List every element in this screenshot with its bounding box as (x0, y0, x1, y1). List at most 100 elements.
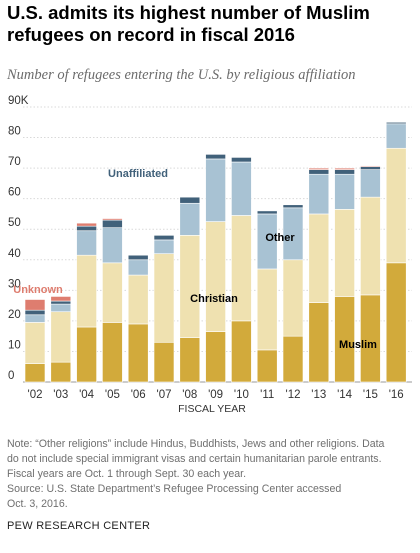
y-tick-label: 40 (8, 248, 21, 260)
series-label-muslim: Muslim (339, 339, 377, 351)
x-tick-label: '10 (234, 389, 249, 401)
source-organization: PEW RESEARCH CENTER (7, 520, 151, 532)
chart-title: U.S. admits its highest number of Muslim… (7, 2, 370, 45)
bar-segment-other (308, 173, 330, 215)
series-label-unknown: Unknown (13, 284, 63, 296)
series-label-other: Other (265, 232, 295, 244)
x-axis-label: FISCAL YEAR (178, 403, 246, 415)
x-tick-label: '06 (131, 389, 146, 401)
bar-segment-muslim (24, 363, 46, 383)
bar-segment-unaffiliated (50, 300, 72, 305)
bar-segment-muslim (231, 320, 252, 383)
bar-segment-muslim (308, 302, 330, 383)
bar-segment-christian (282, 259, 304, 337)
bar-segment-christian (231, 215, 252, 322)
x-tick-label: '13 (311, 389, 326, 401)
bar-segment-muslim (76, 326, 97, 383)
bar-segment-unknown (50, 296, 72, 302)
x-tick-label: '08 (182, 389, 197, 401)
bar-segment-unknown (102, 218, 123, 221)
bar-segment-other (231, 161, 252, 216)
bar-segment-unaffiliated (153, 235, 175, 241)
bar-segment-christian (24, 322, 46, 364)
series-label-christian: Christian (190, 293, 238, 305)
bar-segment-christian (256, 268, 278, 351)
bar-segment-christian (179, 235, 201, 338)
y-tick-label: 70 (8, 156, 21, 168)
bar-segment-unaffiliated (308, 169, 330, 175)
bar-segment-muslim (205, 331, 226, 383)
y-axis-ticks: 0 10 20 30 40 50 60 70 80 90K (8, 95, 29, 382)
bar-segment-christian (385, 147, 407, 264)
bar-segment-unaffiliated (256, 210, 278, 215)
x-tick-label: '15 (363, 389, 378, 401)
note-line: Note: “Other religions” include Hindus, … (7, 438, 385, 450)
bar-segment-muslim (179, 337, 201, 383)
bar-segment-christian (102, 262, 123, 323)
y-tick-label: 10 (8, 339, 21, 351)
bar-segment-christian (308, 213, 330, 303)
bar-segment-unaffiliated (282, 204, 304, 209)
bar-segment-other (102, 227, 123, 264)
y-tick-label: 60 (8, 187, 21, 199)
bar-segment-unknown (24, 299, 46, 311)
bar-segment-unaffiliated (360, 166, 381, 170)
bar-segment-other (360, 169, 381, 198)
bar-segment-unknown (308, 167, 330, 170)
x-tick-label: '05 (105, 389, 120, 401)
source-line: Source: U.S. State Department’s Refugee … (7, 483, 342, 495)
bar-segment-other (385, 123, 407, 149)
bar-segment-unaffiliated (179, 196, 201, 204)
bar-segment-unaffiliated (127, 254, 149, 261)
x-tick-label: '02 (28, 389, 43, 401)
bar-segment-unknown (334, 167, 355, 170)
x-axis-ticks: '02 '03 '04 '05 '06 '07 '08 '09 '10 '11 '12 '13 '14 '… (28, 389, 404, 401)
bar-segment-christian (76, 254, 97, 328)
bar-segment-christian (127, 274, 149, 325)
bar-segment-other (334, 173, 355, 210)
source-line: Oct. 3, 2016. (7, 498, 68, 510)
y-tick-label: 20 (8, 309, 21, 321)
x-tick-label: '07 (157, 389, 172, 401)
bar-segment-muslim (102, 322, 123, 383)
note-line: do not include special immigrant visas a… (7, 453, 382, 465)
x-tick-label: '09 (208, 389, 223, 401)
bar-segment-muslim (127, 323, 149, 383)
x-tick-label: '04 (79, 389, 95, 401)
bar-segment-christian (153, 253, 175, 343)
series-labels: Muslim Christian Other Unaffiliated Unknown (13, 168, 377, 351)
bar-segment-unaffiliated (385, 121, 407, 125)
bar-segment-christian (50, 311, 72, 363)
x-tick-label: '14 (337, 389, 353, 401)
bar-segment-unknown (76, 222, 97, 227)
bar-segment-muslim (385, 262, 407, 383)
bar-segment-other (205, 158, 226, 222)
y-tick-label: 30 (8, 278, 21, 290)
x-tick-label: '11 (260, 389, 274, 401)
note-line: Fiscal years are Oct. 1 through Sept. 30… (7, 468, 247, 480)
bar-segment-unaffiliated (231, 157, 252, 163)
x-tick-label: '12 (286, 389, 301, 401)
bar-segment-christian (205, 221, 226, 332)
y-tick-label: 90K (8, 95, 29, 107)
bar-segment-christian (360, 196, 381, 296)
bar-segment-other (24, 314, 46, 323)
bar-segment-other (50, 303, 72, 313)
bar-segment-muslim (282, 335, 304, 383)
y-tick-label: 80 (8, 126, 21, 138)
bar-segment-unaffiliated (102, 219, 123, 228)
chart-notes: Note: “Other religions” include Hindus, … (7, 437, 417, 512)
bar-segment-other (153, 239, 175, 254)
bar-segment-unknown (360, 165, 381, 167)
x-tick-label: '03 (53, 389, 68, 401)
bar-segment-unaffiliated (24, 309, 46, 316)
y-tick-label: 0 (8, 370, 14, 382)
bar-segment-unaffiliated (334, 169, 355, 175)
bar-segment-unaffiliated (76, 225, 97, 232)
y-tick-label: 50 (8, 217, 21, 229)
bar-segment-muslim (50, 361, 72, 383)
bar-segment-other (179, 202, 201, 236)
series-label-unaffiliated: Unaffiliated (108, 168, 168, 180)
